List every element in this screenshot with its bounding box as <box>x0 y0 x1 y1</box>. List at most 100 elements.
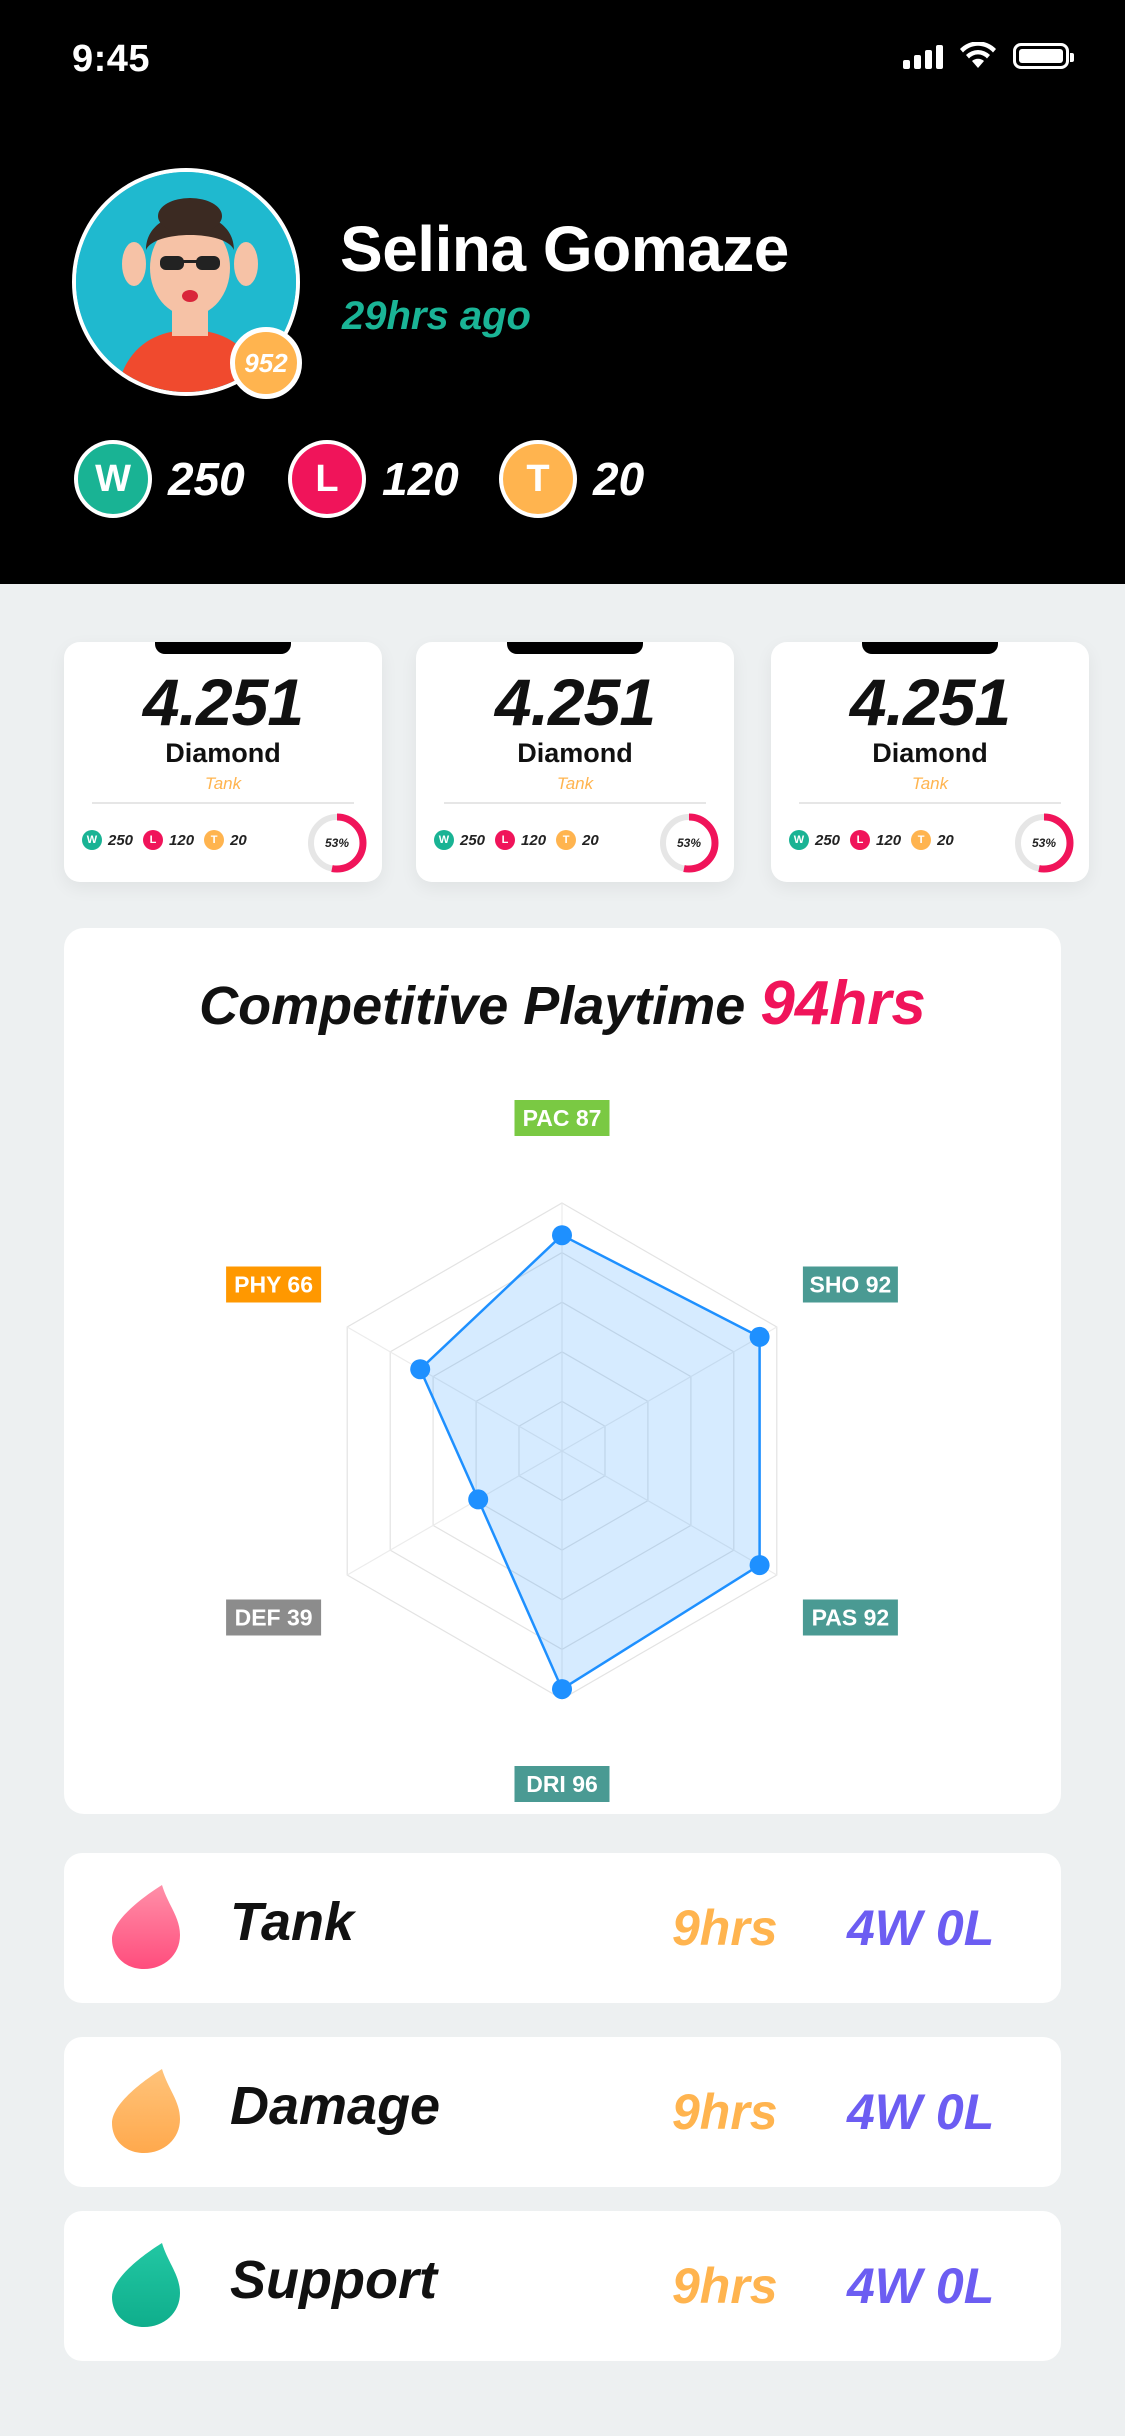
radar-axis-label: PHY 66 <box>234 1272 313 1298</box>
avatar-portrait <box>76 172 296 392</box>
level-badge: 952 <box>230 327 302 399</box>
ties-icon: T <box>204 830 225 850</box>
win-rate-donut <box>659 813 719 873</box>
radar-data-point <box>410 1359 431 1380</box>
card-ties: 20 <box>230 831 247 849</box>
playtime-title: Competitive Playtime 94hrs <box>64 968 1061 1039</box>
role-record: 4W 0L <box>847 2258 995 2314</box>
ties-stat: T 20 <box>499 440 644 518</box>
radar-axis-label-bg <box>514 1766 610 1802</box>
radar-data-point <box>468 1489 489 1510</box>
role-name: Support <box>230 2250 437 2310</box>
role-row-tank[interactable]: Tank 9hrs 4W 0L <box>64 1853 1061 2003</box>
radar-data-point <box>749 1326 770 1347</box>
card-ties: 20 <box>582 831 599 849</box>
radar-axis-label-bg <box>802 1266 898 1303</box>
card-wins: 250 <box>815 831 841 849</box>
card-rank: Diamond <box>517 738 633 768</box>
radar-spoke <box>346 1326 563 1452</box>
card-losses: 120 <box>521 831 547 849</box>
role-record: 4W 0L <box>847 1900 995 1956</box>
role-row-damage[interactable]: Damage 9hrs 4W 0L <box>64 2037 1061 2187</box>
card-rating-value: 4.251 <box>849 665 1011 739</box>
card-divider <box>799 802 1061 804</box>
card-role: Tank <box>204 774 242 793</box>
wifi-icon <box>960 42 996 68</box>
radar-series-area <box>418 1233 761 1691</box>
win-rate-donut <box>1014 813 1074 873</box>
card-divider <box>92 802 354 804</box>
damage-drop-icon <box>112 2069 180 2153</box>
role-name: Tank <box>230 1892 355 1952</box>
wins-icon: W <box>74 440 152 518</box>
wins-icon: W <box>434 830 454 850</box>
role-record: 4W 0L <box>847 2084 995 2140</box>
radar-axis-label-bg <box>226 1266 322 1303</box>
playtime-title-text: Competitive Playtime <box>199 976 746 1036</box>
card-tab <box>862 642 998 654</box>
status-time: 9:45 <box>72 38 151 80</box>
avatar[interactable] <box>72 168 300 396</box>
ties-count: 20 <box>593 453 645 505</box>
support-drop-icon <box>112 2243 180 2327</box>
radar-axis-label-bg <box>226 1599 322 1636</box>
win-rate-label: 53% <box>1031 836 1057 850</box>
radar-axis-label-bg <box>514 1100 610 1136</box>
status-icons <box>903 42 1074 70</box>
win-rate-label: 53% <box>676 836 702 850</box>
radar-axis-label: PAS 92 <box>812 1605 890 1631</box>
card-role: Tank <box>911 774 949 793</box>
card-record: W 250 L 120 T 20 <box>82 830 257 850</box>
ties-icon: T <box>499 440 577 518</box>
playtime-hours: 94hrs <box>760 969 926 1038</box>
card-role: Tank <box>556 774 594 793</box>
radar-data-point <box>552 1225 572 1246</box>
role-hours: 9hrs <box>672 2084 778 2140</box>
card-record: W 250 L 120 T 20 <box>789 830 964 850</box>
card-wins: 250 <box>108 831 134 849</box>
card-record: W 250 L 120 T 20 <box>434 830 609 850</box>
losses-icon: L <box>850 830 871 850</box>
radar-axis-label: DEF 39 <box>235 1605 313 1631</box>
losses-icon: L <box>288 440 366 518</box>
rating-card[interactable]: 4.251 Diamond Tank W 250 L 120 T 20 53% <box>416 642 734 882</box>
card-tab <box>507 642 643 654</box>
role-hours: 9hrs <box>672 1900 778 1956</box>
cellular-signal-icon <box>903 43 943 69</box>
card-losses: 120 <box>876 831 902 849</box>
radar-data-point <box>749 1555 770 1576</box>
radar-spoke <box>346 1450 563 1576</box>
ties-icon: T <box>911 830 932 850</box>
radar-data-point <box>552 1679 572 1700</box>
playtime-panel: Competitive Playtime 94hrs PAC 87 SHO 92 P… <box>64 928 1061 1814</box>
wins-icon: W <box>82 830 102 850</box>
losses-icon: L <box>495 830 516 850</box>
card-rank: Diamond <box>165 738 281 768</box>
rating-card[interactable]: 4.251 Diamond Tank W 250 L 120 T 20 53% <box>771 642 1089 882</box>
losses-count: 120 <box>382 453 459 505</box>
radar-spoke <box>561 1450 778 1576</box>
wins-count: 250 <box>168 453 245 505</box>
win-rate-label: 53% <box>324 836 350 850</box>
rating-card[interactable]: 4.251 Diamond Tank W 250 L 120 T 20 53% <box>64 642 382 882</box>
player-name: Selina Gomaze <box>340 213 789 285</box>
card-losses: 120 <box>169 831 195 849</box>
card-wins: 250 <box>460 831 486 849</box>
role-row-support[interactable]: Support 9hrs 4W 0L <box>64 2211 1061 2361</box>
card-rank: Diamond <box>872 738 988 768</box>
radar-axis-label: PAC 87 <box>523 1105 602 1131</box>
role-hours: 9hrs <box>672 2258 778 2314</box>
radar-axis-label: DRI 96 <box>526 1771 598 1797</box>
radar-chart: PAC 87 SHO 92 PAS 92 DRI 96 DEF 39 PHY 66 <box>226 1100 898 1802</box>
win-rate-donut <box>307 813 367 873</box>
last-seen: 29hrs ago <box>342 294 531 338</box>
card-divider <box>444 802 706 804</box>
role-name: Damage <box>230 2076 441 2136</box>
card-rating-value: 4.251 <box>142 665 304 739</box>
losses-stat: L 120 <box>288 440 459 518</box>
radar-axis-label-bg <box>802 1599 898 1636</box>
radar-axis-label: SHO 92 <box>809 1272 891 1298</box>
tank-drop-icon <box>112 1885 180 1969</box>
radar-spoke <box>561 1326 778 1452</box>
card-tab <box>155 642 291 654</box>
